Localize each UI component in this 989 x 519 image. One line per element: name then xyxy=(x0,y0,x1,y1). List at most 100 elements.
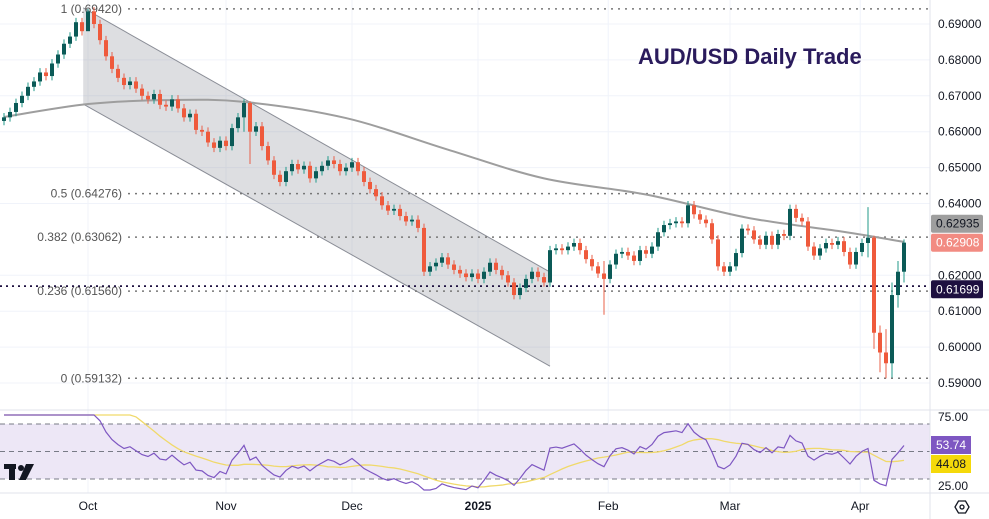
grid xyxy=(0,0,930,493)
moving-average-line xyxy=(3,98,905,243)
candle-up xyxy=(638,250,642,261)
candle-down xyxy=(812,246,816,256)
rsi-label-bg xyxy=(931,436,971,454)
rsi-value-label: 44.08 xyxy=(936,457,966,471)
chart-title: AUD/USD Daily Trade xyxy=(638,44,862,69)
candle-up xyxy=(8,111,12,118)
candle-down xyxy=(590,259,594,267)
candle-down xyxy=(644,250,648,254)
candle-up xyxy=(866,237,870,243)
candle-down xyxy=(80,22,84,32)
candle-down xyxy=(338,164,342,172)
price-axis[interactable]: 0.69000 0.68000 0.67000 0.66000 0.65000 0.640… xyxy=(938,17,982,493)
candle-down xyxy=(494,262,498,270)
candle-down xyxy=(164,104,168,107)
candle-up xyxy=(776,234,780,245)
candle-up xyxy=(290,164,294,172)
candle-up xyxy=(674,221,678,224)
candle-down xyxy=(464,273,468,278)
candle-up xyxy=(488,262,492,272)
candle-up xyxy=(554,248,558,251)
candle-up xyxy=(314,171,318,179)
fib-label: 0 (0.59132) xyxy=(61,371,122,385)
time-tick-label: Mar xyxy=(720,499,741,513)
tradingview-logo[interactable] xyxy=(4,464,34,480)
candle-up xyxy=(242,102,246,118)
candle-up xyxy=(614,253,618,265)
candle-up xyxy=(236,117,240,129)
price-tick-label: 0.65000 xyxy=(938,161,982,175)
candle-down xyxy=(92,11,96,24)
candle-down xyxy=(194,113,198,130)
candle-up xyxy=(254,126,258,132)
candle-up xyxy=(218,140,222,148)
candle-up xyxy=(2,117,6,121)
candle-down xyxy=(632,255,636,261)
candle-down xyxy=(368,181,372,190)
settings-gear-icon[interactable] xyxy=(954,500,970,514)
candle-up xyxy=(350,162,354,168)
candle-down xyxy=(806,221,810,247)
rsi-ma-line xyxy=(4,414,905,488)
price-tick-label: 0.59000 xyxy=(938,376,982,390)
price-label: 0.62908 xyxy=(936,236,980,250)
rsi-panel xyxy=(0,414,930,491)
candle-down xyxy=(200,129,204,132)
candle-up xyxy=(734,253,738,267)
candle-up xyxy=(854,251,858,265)
candle-up xyxy=(896,271,900,296)
candle-down xyxy=(500,269,504,276)
candle-up xyxy=(686,205,690,224)
time-tick-label: Dec xyxy=(341,499,362,513)
candle-down xyxy=(398,208,402,217)
candle-up xyxy=(230,128,234,147)
candle-down xyxy=(506,275,510,283)
candle-up xyxy=(128,81,132,86)
candle-down xyxy=(560,248,564,251)
candle-up xyxy=(548,250,552,283)
fib-label: 0.236 (0.61560) xyxy=(37,284,122,298)
candle-up xyxy=(728,266,732,272)
candle-down xyxy=(602,273,606,279)
candle-up xyxy=(50,63,54,77)
candle-up xyxy=(890,295,894,364)
channel-lower-line xyxy=(82,103,551,367)
candle-up xyxy=(320,165,324,172)
time-tick-label: Feb xyxy=(598,499,619,513)
price-label-bg xyxy=(931,233,983,252)
candle-up xyxy=(152,94,156,100)
candle-down xyxy=(770,235,774,245)
candle-down xyxy=(104,40,108,57)
price-label: 0.61699 xyxy=(936,282,980,296)
time-axis[interactable]: Oct Nov Dec 2025 Feb Mar Apr xyxy=(79,499,870,513)
candle-up xyxy=(86,11,90,32)
candle-down xyxy=(272,160,276,175)
candle-down xyxy=(380,196,384,206)
candle-up xyxy=(62,43,66,55)
candle-down xyxy=(584,250,588,260)
candle-down xyxy=(308,165,312,179)
candle-down xyxy=(746,228,750,231)
candle-up xyxy=(74,22,78,37)
candle-up xyxy=(188,113,192,118)
price-tick-label: 0.60000 xyxy=(938,340,982,354)
candle-up xyxy=(440,257,444,263)
time-tick-label: 2025 xyxy=(465,499,492,513)
candles xyxy=(2,7,906,379)
price-labels: 0.61699 0.62908 0.62935 53.74 44.08 xyxy=(931,214,983,473)
candle-up xyxy=(56,54,60,64)
candle-down xyxy=(578,242,582,251)
candle-down xyxy=(848,251,852,265)
candle-down xyxy=(752,230,756,240)
candle-down xyxy=(596,266,600,274)
rsi-tick-label: 75.00 xyxy=(938,410,968,424)
candle-up xyxy=(68,36,72,44)
candle-down xyxy=(362,171,366,182)
candle-up xyxy=(662,225,666,233)
fibonacci-levels: 1 (0.69420) 0.5 (0.64276) 0.382 (0.63062) 0… xyxy=(0,2,930,385)
candle-down xyxy=(374,189,378,197)
candle-up xyxy=(482,271,486,279)
price-tick-label: 0.67000 xyxy=(938,89,982,103)
candle-down xyxy=(140,88,144,96)
